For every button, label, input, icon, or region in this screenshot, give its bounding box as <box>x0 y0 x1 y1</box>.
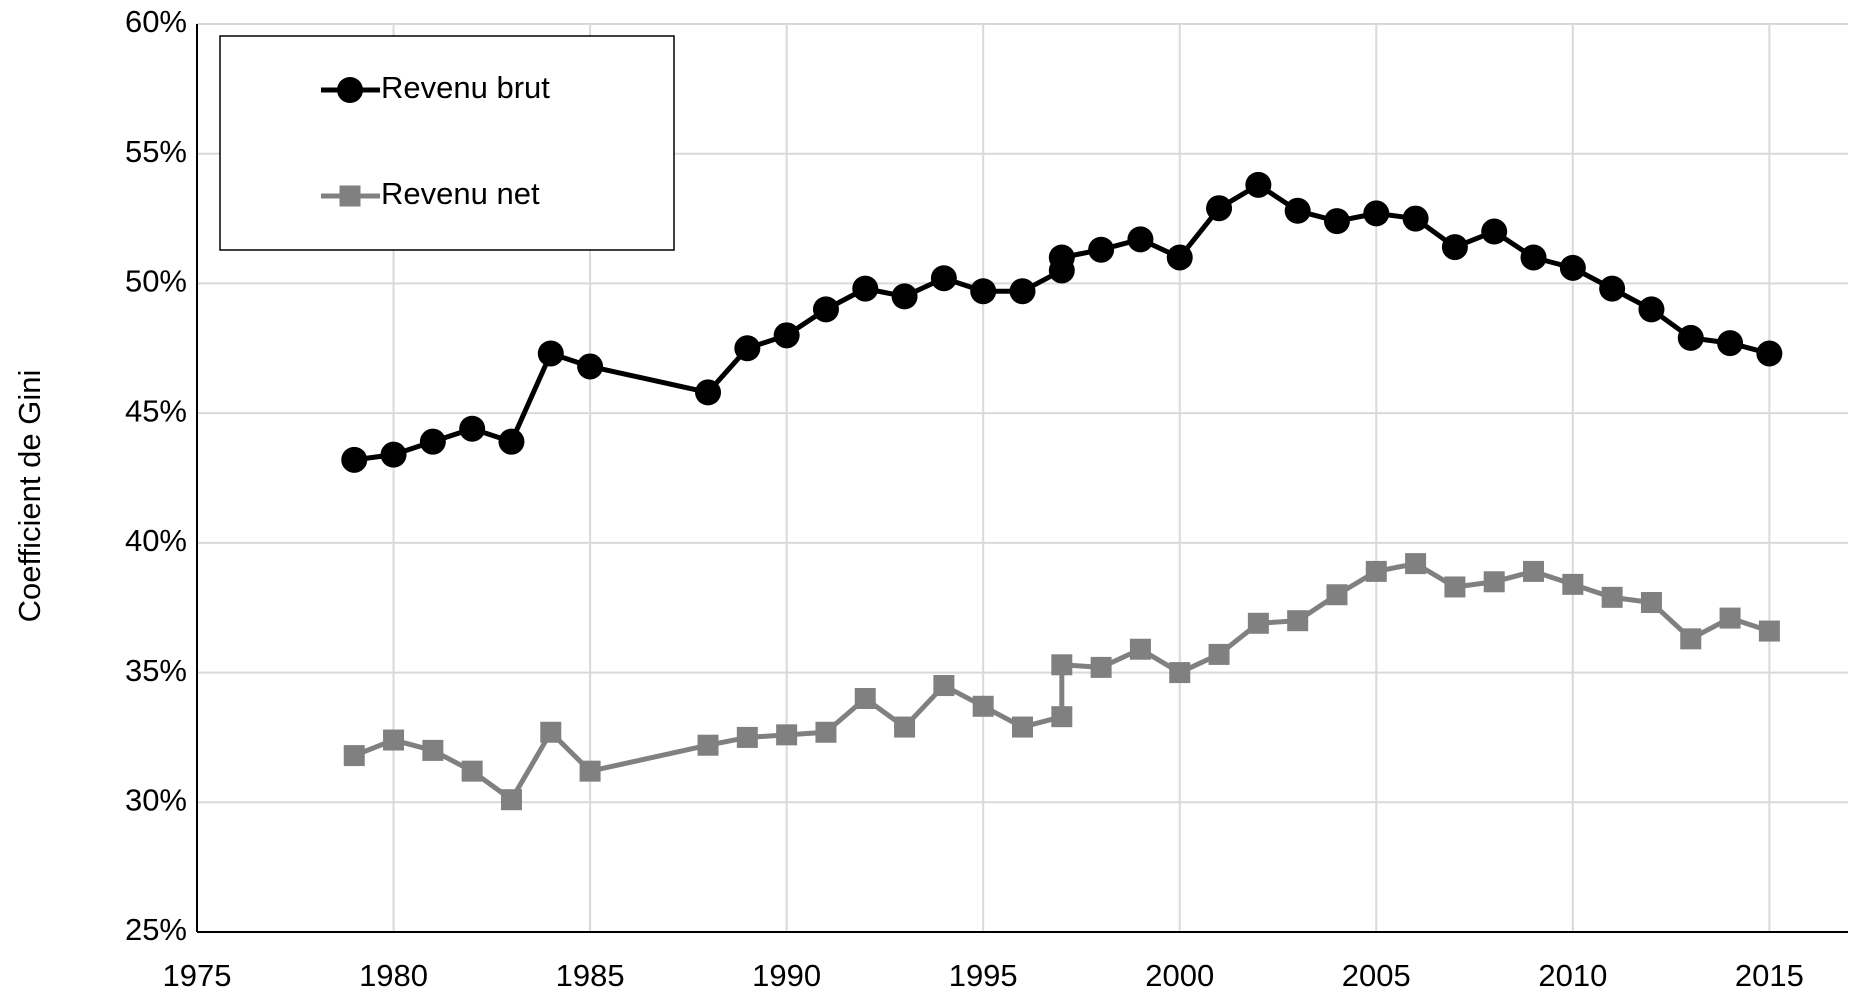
marker <box>1520 244 1547 271</box>
marker <box>540 721 562 743</box>
marker <box>1009 278 1036 305</box>
marker <box>1481 218 1508 245</box>
marker <box>1365 560 1387 582</box>
marker <box>1523 560 1545 582</box>
y-tick-label: 60% <box>125 4 187 39</box>
marker <box>1601 586 1623 608</box>
x-tick-label: 2000 <box>1145 958 1214 993</box>
marker <box>1441 234 1468 261</box>
y-tick-label: 55% <box>125 134 187 169</box>
x-tick-label: 2015 <box>1735 958 1804 993</box>
marker <box>894 716 916 738</box>
marker <box>383 729 405 751</box>
marker <box>1048 244 1075 271</box>
marker <box>419 428 446 455</box>
marker <box>852 275 879 302</box>
marker <box>1599 275 1626 302</box>
marker <box>1562 573 1584 595</box>
marker <box>1559 254 1586 281</box>
marker <box>459 415 486 442</box>
marker <box>812 296 839 323</box>
marker <box>1088 236 1115 263</box>
marker <box>537 340 564 367</box>
x-tick-label: 1995 <box>949 958 1018 993</box>
marker <box>1051 654 1073 676</box>
x-tick-label: 2005 <box>1342 958 1411 993</box>
marker <box>1287 610 1309 632</box>
legend-box <box>219 35 675 251</box>
marker <box>891 283 918 310</box>
marker <box>1129 638 1151 660</box>
x-tick-label: 1990 <box>752 958 821 993</box>
marker <box>1169 662 1191 684</box>
x-tick-label: 1975 <box>163 958 232 993</box>
y-tick-label: 30% <box>125 782 187 817</box>
marker <box>1245 171 1272 198</box>
x-tick-label: 1980 <box>359 958 428 993</box>
y-tick-label: 25% <box>125 912 187 947</box>
marker <box>1719 607 1741 629</box>
marker <box>1166 244 1193 271</box>
marker <box>337 77 363 103</box>
marker <box>776 724 798 746</box>
marker <box>1012 716 1033 738</box>
series-line <box>353 561 1771 803</box>
marker <box>1405 553 1427 575</box>
marker <box>970 278 997 305</box>
marker <box>422 739 444 761</box>
marker <box>933 675 955 697</box>
marker <box>343 745 365 767</box>
marker <box>1206 195 1233 222</box>
marker <box>697 734 719 756</box>
y-tick-label: 50% <box>125 264 187 299</box>
marker <box>1363 200 1390 227</box>
marker <box>1717 330 1744 357</box>
legend-label: Revenu brut <box>381 70 550 105</box>
marker <box>1247 612 1269 634</box>
marker <box>1758 620 1780 642</box>
marker <box>1680 628 1702 650</box>
marker <box>339 185 361 207</box>
marker <box>773 322 800 349</box>
y-tick-label: 45% <box>125 393 187 428</box>
legend-label: Revenu net <box>381 176 540 211</box>
marker <box>1326 584 1348 606</box>
marker <box>1483 571 1505 593</box>
marker <box>577 353 604 380</box>
y-axis-label: Coefficient de Gini <box>12 370 47 623</box>
marker <box>500 789 522 811</box>
marker <box>380 441 407 468</box>
marker <box>1323 208 1350 235</box>
marker <box>1051 706 1073 728</box>
marker <box>972 695 994 717</box>
marker <box>1444 576 1466 598</box>
marker <box>498 428 525 455</box>
marker <box>1638 296 1665 323</box>
x-tick-label: 1985 <box>556 958 625 993</box>
marker <box>579 760 601 782</box>
marker <box>341 446 368 473</box>
marker <box>461 760 483 782</box>
marker <box>1284 197 1311 224</box>
marker <box>1640 592 1662 614</box>
marker <box>815 721 837 743</box>
marker <box>1127 226 1154 253</box>
marker <box>1756 340 1783 367</box>
marker <box>930 265 957 292</box>
marker <box>734 335 761 362</box>
marker <box>1677 324 1704 351</box>
y-tick-label: 35% <box>125 653 187 688</box>
marker <box>1402 205 1429 232</box>
x-tick-label: 2010 <box>1538 958 1607 993</box>
marker <box>695 379 722 406</box>
marker <box>1090 656 1112 678</box>
marker <box>736 726 758 748</box>
marker <box>1208 643 1230 665</box>
marker <box>854 688 876 710</box>
legend: Revenu brut Revenu net <box>219 35 675 251</box>
y-tick-label: 40% <box>125 523 187 558</box>
